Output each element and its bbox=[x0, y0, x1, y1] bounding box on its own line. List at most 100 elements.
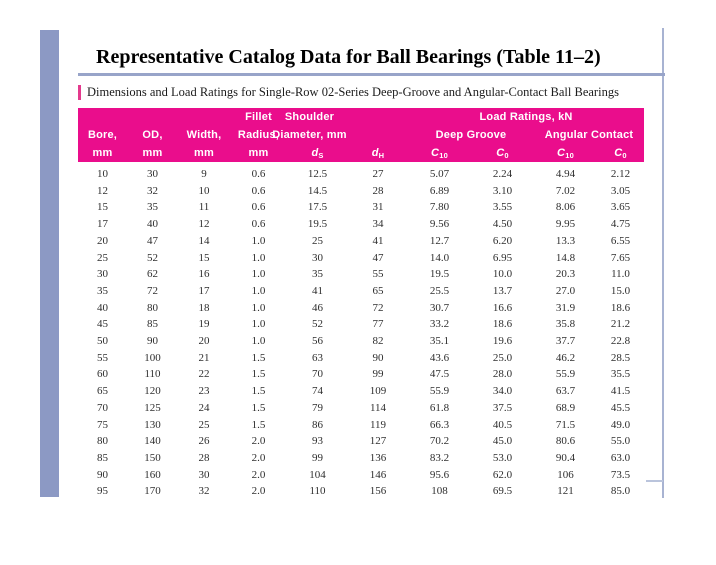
table-cell: 74 bbox=[312, 385, 323, 398]
table-cell: 14.0 bbox=[429, 251, 450, 264]
table-header: Fillet Shoulder Load Ratings, kN Bore, O… bbox=[78, 108, 645, 162]
table-cell: 146 bbox=[369, 468, 387, 481]
table-cell: 95.6 bbox=[429, 468, 450, 481]
table-cell: 10 bbox=[198, 184, 210, 197]
table-cell: 85 bbox=[97, 451, 108, 464]
table-cell: 72 bbox=[147, 284, 158, 297]
table-cell: 69.5 bbox=[492, 485, 513, 498]
table-cell: 47 bbox=[372, 251, 384, 264]
table-cell: 18 bbox=[198, 301, 210, 314]
table-cell: 1.5 bbox=[251, 401, 266, 414]
table-cell: 35 bbox=[312, 268, 323, 281]
table-cell: 93 bbox=[312, 435, 323, 448]
table-cell: 99 bbox=[312, 451, 323, 464]
table-cell: 2.24 bbox=[492, 168, 513, 180]
table-cell: 19.5 bbox=[429, 268, 450, 281]
table-row: 70 125 24 1.5 79 114 61.8 37.5 68.9 45.5 bbox=[78, 400, 644, 417]
table-cell: 15 bbox=[198, 251, 210, 264]
table-cell: 47 bbox=[147, 234, 158, 247]
header-symbol-dh: dH bbox=[348, 144, 408, 162]
table-cell: 8.06 bbox=[555, 201, 576, 214]
table-caption: Dimensions and Load Ratings for Single-R… bbox=[87, 85, 619, 99]
table-cell: 99 bbox=[372, 368, 384, 381]
table-cell: 70 bbox=[97, 401, 108, 414]
header-row-group2: Bore, OD, Width, Radius, Diameter, mm De… bbox=[78, 126, 645, 144]
table-cell: 12 bbox=[97, 184, 108, 197]
table-cell: 68.9 bbox=[555, 401, 576, 414]
table-cell: 9.95 bbox=[555, 218, 576, 231]
table-row: 40 80 18 1.0 46 72 30.7 16.6 31.9 18.6 bbox=[78, 300, 644, 317]
table-cell: 77 bbox=[372, 318, 384, 331]
table-cell: 1.0 bbox=[251, 335, 266, 348]
table-cell: 3.05 bbox=[610, 184, 631, 197]
table-cell: 47.5 bbox=[429, 368, 450, 381]
table-cell: 90 bbox=[147, 335, 158, 348]
table-cell: 53.0 bbox=[492, 451, 513, 464]
table-cell: 20 bbox=[198, 335, 210, 348]
table-cell: 2.0 bbox=[251, 485, 266, 498]
table-cell: 85.0 bbox=[610, 485, 631, 498]
table-cell: 62 bbox=[147, 268, 158, 281]
table-cell: 52 bbox=[147, 251, 158, 264]
table-row: 10 30 9 0.6 12.5 27 5.07 2.24 4.94 2.12 bbox=[78, 162, 644, 183]
table-row: 20 47 14 1.0 25 41 12.7 6.20 13.3 6.55 bbox=[78, 233, 644, 250]
table-cell: 121 bbox=[557, 485, 574, 498]
table-cell: 65 bbox=[97, 385, 108, 398]
table-cell: 28.5 bbox=[610, 351, 631, 364]
table-cell: 45 bbox=[97, 318, 108, 331]
table-cell: 140 bbox=[144, 435, 161, 448]
header-unit-mm: mm bbox=[127, 144, 178, 162]
title-rule bbox=[78, 73, 665, 76]
table-cell: 14.5 bbox=[307, 184, 328, 197]
table-row: 30 62 16 1.0 35 55 19.5 10.0 20.3 11.0 bbox=[78, 266, 644, 283]
header-symbol-c10: C10 bbox=[408, 144, 471, 162]
table-cell: 11 bbox=[198, 201, 210, 214]
header-symbol-c0: C0 bbox=[597, 144, 645, 162]
table-cell: 6.89 bbox=[429, 184, 450, 197]
table-cell: 63.0 bbox=[610, 451, 631, 464]
table-cell: 23 bbox=[198, 385, 210, 398]
table-cell: 37.7 bbox=[555, 335, 576, 348]
table-cell: 150 bbox=[144, 451, 161, 464]
table-cell: 32 bbox=[198, 485, 210, 498]
table-cell: 130 bbox=[144, 418, 161, 431]
table-cell: 63.7 bbox=[555, 385, 576, 398]
table-cell: 55 bbox=[372, 268, 384, 281]
header-unit-mm: mm bbox=[178, 144, 230, 162]
table-cell: 28 bbox=[372, 184, 384, 197]
table-cell: 2.0 bbox=[251, 435, 266, 448]
right-border-line bbox=[662, 28, 664, 498]
header-width: Width, bbox=[178, 126, 230, 144]
table-cell: 109 bbox=[369, 385, 387, 398]
table-cell: 0.6 bbox=[251, 184, 266, 197]
table-row: 75 130 25 1.5 86 119 66.3 40.5 71.5 49.0 bbox=[78, 417, 644, 434]
table-row: 85 150 28 2.0 99 136 83.2 53.0 90.4 63.0 bbox=[78, 450, 644, 467]
table-row: 95 170 32 2.0 110 156 108 69.5 121 85.0 bbox=[78, 483, 644, 500]
table-cell: 14 bbox=[198, 234, 210, 247]
table-cell: 35 bbox=[147, 201, 158, 214]
table-cell: 1.0 bbox=[251, 234, 266, 247]
table-cell: 16 bbox=[198, 268, 210, 281]
table-cell: 10 bbox=[97, 168, 108, 180]
table-cell: 17 bbox=[198, 284, 210, 297]
table-cell: 34.0 bbox=[492, 385, 513, 398]
table-cell: 12.7 bbox=[429, 234, 450, 247]
table-cell: 13.7 bbox=[492, 284, 513, 297]
header-load-ratings: Load Ratings, kN bbox=[408, 108, 645, 126]
table-cell: 15 bbox=[97, 201, 108, 214]
table-cell: 1.0 bbox=[251, 318, 266, 331]
slide-title: Representative Catalog Data for Ball Bea… bbox=[96, 46, 601, 68]
header-angular-contact: Angular Contact bbox=[534, 126, 645, 144]
table-cell: 55 bbox=[97, 351, 108, 364]
table-cell: 35 bbox=[97, 284, 108, 297]
table-cell: 4.50 bbox=[492, 218, 513, 231]
header-symbol-c0: C0 bbox=[471, 144, 534, 162]
table-cell: 18.6 bbox=[492, 318, 513, 331]
table-cell: 30 bbox=[97, 268, 108, 281]
table-cell: 52 bbox=[312, 318, 323, 331]
table-cell: 5.07 bbox=[429, 168, 450, 180]
table-cell: 41 bbox=[372, 234, 384, 247]
table-cell: 110 bbox=[144, 368, 161, 381]
table-cell: 41.5 bbox=[610, 385, 631, 398]
table-cell: 1.5 bbox=[251, 385, 266, 398]
